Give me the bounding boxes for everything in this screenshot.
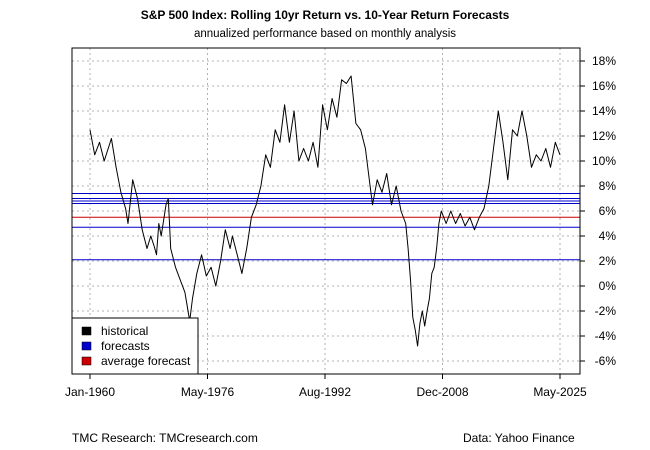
x-tick-label: May-1976: [181, 385, 235, 399]
x-tick-label: Jan-1960: [65, 385, 115, 399]
series-line-historical: [89, 75, 561, 347]
legend-swatch: [81, 326, 92, 336]
y-tick-label: 2%: [599, 254, 617, 268]
y-axis: -6% -4% -2% 0% 2% 4% 6% 8% 10% 12% 14% 16% 18%: [580, 54, 616, 368]
y-tick-label: 12%: [592, 129, 616, 143]
x-axis: Jan-1960 May-1976 Aug-1992 Dec-2008 May-2025: [65, 374, 587, 399]
y-tick-label: 18%: [592, 54, 616, 68]
legend-label: historical: [101, 324, 148, 338]
chart-subtitle: annualized performance based on monthly …: [193, 28, 457, 40]
footer-source-right: Data: Yahoo Finance: [463, 431, 575, 445]
y-tick-label: -6%: [595, 354, 617, 368]
y-tick-label: 0%: [599, 279, 617, 293]
y-tick-label: 14%: [592, 104, 616, 118]
chart-title: S&P 500 Index: Rolling 10yr Return vs. 1…: [140, 8, 510, 22]
legend-label: average forecast: [101, 354, 191, 368]
y-tick-label: 16%: [592, 79, 616, 93]
legend-box: [71, 317, 199, 375]
x-tick-label: Aug-1992: [299, 385, 351, 399]
legend-label: forecasts: [101, 339, 150, 353]
y-tick-label: -2%: [595, 304, 617, 318]
series-historical: [89, 75, 561, 347]
x-tick-label: Dec-2008: [416, 385, 468, 399]
legend-swatch: [81, 356, 92, 366]
y-tick-label: 10%: [592, 154, 616, 168]
legend-swatch: [81, 341, 92, 351]
y-tick-label: -4%: [595, 329, 617, 343]
x-tick-label: May-2025: [533, 385, 587, 399]
y-tick-label: 8%: [599, 179, 617, 193]
y-tick-label: 4%: [599, 229, 617, 243]
y-tick-label: 6%: [599, 204, 617, 218]
forecast-lines: [72, 193, 580, 261]
footer-source-left: TMC Research: TMCresearch.com: [72, 431, 258, 445]
